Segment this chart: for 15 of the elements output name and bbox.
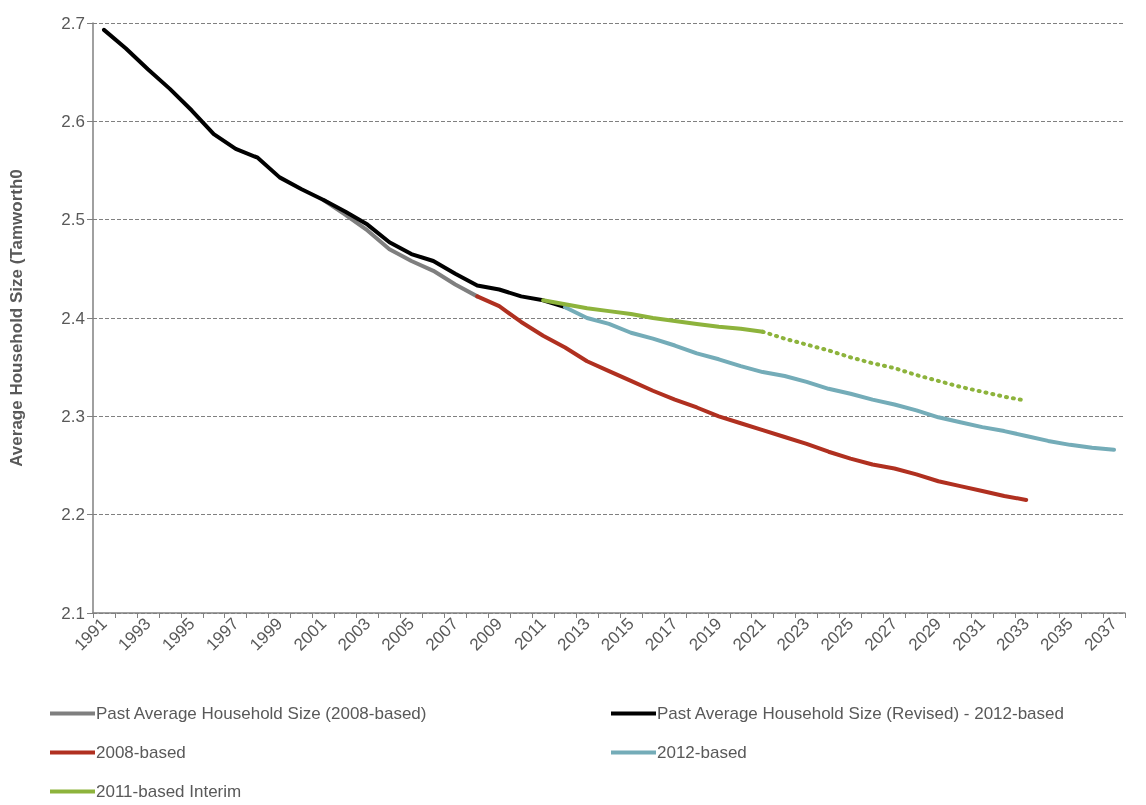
y-axis-title: Average Household Size (Tamworth0	[7, 169, 26, 467]
line-series	[563, 305, 1117, 452]
legend-label: 2012-based	[657, 743, 747, 762]
y-tick-label: 2.5	[61, 210, 85, 230]
y-tick-label: 2.7	[61, 13, 85, 33]
legend-label: 2011-based Interim	[96, 782, 242, 801]
y-tick-label: 2.6	[61, 111, 85, 131]
legend-label: Past Average Household Size (2008-based)	[96, 704, 427, 723]
y-tick-label: 2.4	[61, 308, 85, 328]
y-tick-label: 2.1	[61, 603, 85, 623]
y-tick-label: 2.2	[61, 505, 85, 525]
legend-label: 2008-based	[96, 743, 186, 762]
line-series	[475, 294, 1029, 502]
legend-label: Past Average Household Size (Revised) - 2012-based	[657, 704, 1064, 723]
y-tick-label: 2.3	[61, 406, 85, 426]
